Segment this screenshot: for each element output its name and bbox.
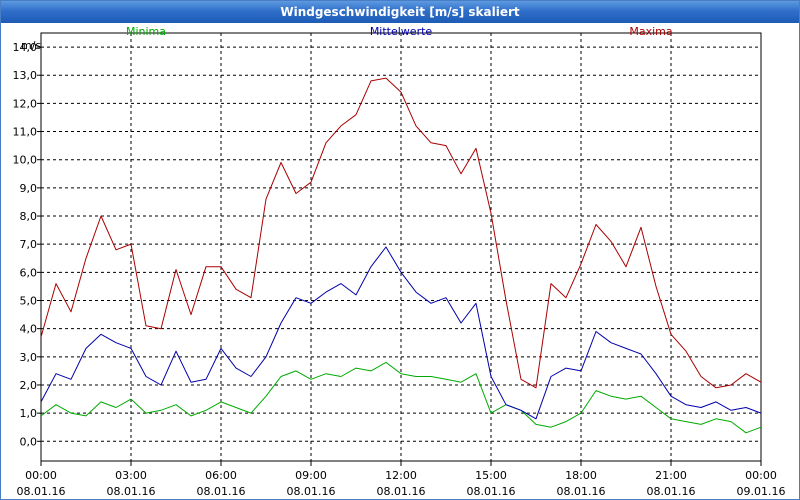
- axis-ticks: [37, 46, 762, 466]
- legend: Minima Mittelwerte Maxima: [126, 25, 673, 38]
- y-tick-label: 6,0: [20, 266, 38, 279]
- y-tick-label: 11,0: [13, 126, 38, 139]
- legend-entry: Minima: [126, 25, 166, 38]
- x-tick-date-label: 08.01.16: [467, 485, 516, 498]
- y-tick-label: 4,0: [20, 323, 38, 336]
- x-tick-time-label: 09:00: [295, 469, 327, 482]
- x-tick-date-label: 08.01.16: [647, 485, 696, 498]
- x-tick-time-label: 00:00: [25, 469, 57, 482]
- y-tick-label: 3,0: [20, 351, 38, 364]
- series-lines: [40, 77, 762, 434]
- x-tick-time-label: 06:00: [205, 469, 237, 482]
- y-tick-label: 0,0: [20, 435, 38, 448]
- chart-title: Windgeschwindigkeit [m/s] skaliert: [1, 1, 799, 23]
- x-tick-time-label: 18:00: [565, 469, 597, 482]
- grid: [41, 33, 761, 461]
- x-tick-time-label: 12:00: [385, 469, 417, 482]
- y-tick-label: 1,0: [20, 407, 38, 420]
- legend-entry: Maxima: [629, 25, 672, 38]
- x-tick-time-label: 15:00: [475, 469, 507, 482]
- y-tick-label: 13,0: [13, 69, 38, 82]
- legend-entry: Mittelwerte: [370, 25, 433, 38]
- x-tick-time-label: 03:00: [115, 469, 147, 482]
- series-line-minima: [40, 361, 762, 434]
- axis-labels: 0,0 1,0 2,0 3,0 4,0 5,0 6,0 7,0 8,0 9,0 10,0 11,0 12…: [13, 41, 786, 498]
- y-tick-label: 12,0: [13, 97, 38, 110]
- y-tick-label: 5,0: [20, 295, 38, 308]
- x-tick-date-label: 08.01.16: [107, 485, 156, 498]
- x-tick-date-label: 08.01.16: [17, 485, 66, 498]
- y-tick-label: 10,0: [13, 154, 38, 167]
- y-tick-label: 14,0: [13, 41, 38, 54]
- x-tick-date-label: 09.01.16: [737, 485, 786, 498]
- y-tick-label: 9,0: [20, 182, 38, 195]
- x-tick-date-label: 08.01.16: [197, 485, 246, 498]
- series-line-mittelwerte: [40, 246, 762, 420]
- y-tick-label: 8,0: [20, 210, 38, 223]
- chart-canvas: 0,0 1,0 2,0 3,0 4,0 5,0 6,0 7,0 8,0 9,0 10,0 11,0 12…: [13, 25, 786, 498]
- y-tick-label: 7,0: [20, 238, 38, 251]
- x-tick-date-label: 08.01.16: [377, 485, 426, 498]
- plot-area: [40, 32, 762, 462]
- y-tick-label: 2,0: [20, 379, 38, 392]
- y-axis-unit-label: m/s: [21, 39, 41, 52]
- x-tick-date-label: 08.01.16: [287, 485, 336, 498]
- x-tick-date-label: 08.01.16: [557, 485, 606, 498]
- x-tick-time-label: 00:00: [745, 469, 777, 482]
- series-line-maxima: [40, 77, 762, 389]
- x-tick-time-label: 21:00: [655, 469, 687, 482]
